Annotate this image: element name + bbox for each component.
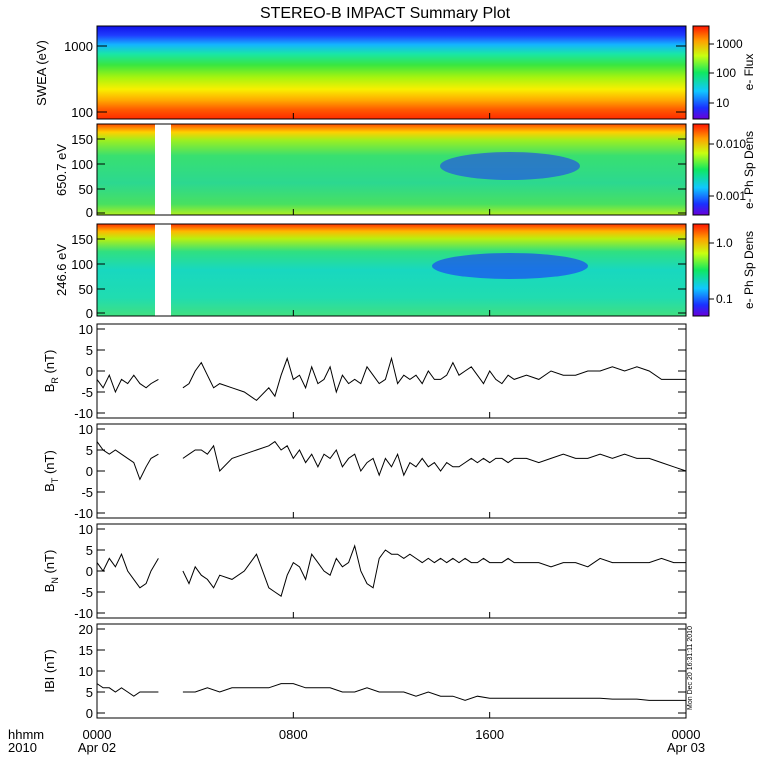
pad-650-gap	[155, 124, 171, 215]
pad-246-dropout	[432, 253, 588, 279]
swea-cb-tick: 10	[716, 96, 730, 110]
plot-title: STEREO-B IMPACT Summary Plot	[260, 5, 511, 22]
pad-650-cb-tick: 0.001	[716, 189, 746, 203]
panel-frame	[96, 523, 687, 619]
y-tick-label: -10	[74, 506, 93, 521]
swea-heatmap	[97, 26, 686, 119]
field-panel-0: 10 5 0 -5 -10 BR (nT)	[42, 322, 687, 421]
pad-650-frame	[96, 123, 687, 216]
field-series-line	[96, 552, 159, 589]
pad-650-ylabel: 650.7 eV	[54, 144, 69, 196]
swea-colorbar	[692, 25, 710, 120]
pad-246-ytick: 50	[79, 282, 93, 297]
pad-650-y-ticks	[97, 138, 686, 214]
field-series-line	[96, 441, 159, 481]
y-tick-label: 5	[86, 443, 93, 458]
pad-246-ylabel: 246.6 eV	[54, 244, 69, 296]
y-tick-label: 5	[86, 685, 93, 700]
y-tick-label: 20	[79, 622, 93, 637]
field-panel-2: 10 5 0 -5 -10 BN (nT)	[42, 522, 687, 621]
y-tick-label: 10	[79, 664, 93, 679]
panel-frame	[96, 623, 687, 719]
y-tick-label: -5	[81, 585, 93, 600]
y-tick-label: 10	[79, 522, 93, 537]
y-tick-label: -10	[74, 406, 93, 421]
magnetic-field-panels: 10 5 0 -5 -10 BR (nT) 10 5 0 -5 -10 BT (nT) 10 5 0 -5 -1…	[42, 322, 687, 721]
swea-cb-label: e- Flux	[742, 54, 756, 91]
field-panel-ylabel: IBI (nT)	[42, 649, 57, 692]
pad-246-colorbar-ticks	[709, 242, 714, 300]
swea-frame	[96, 25, 687, 120]
y-tick-label: -5	[81, 385, 93, 400]
x-tick-date: Apr 03	[667, 740, 705, 755]
pad-246-cb-tick: 1.0	[716, 236, 733, 250]
y-tick-label: 15	[79, 643, 93, 658]
field-panel-ylabel: BN (nT)	[42, 550, 60, 593]
xaxis-label-line2: 2010	[8, 740, 37, 755]
swea-panel: 1000 100 SWEA (eV) 1000 100 10 e- Flux	[34, 25, 756, 120]
swea-ytick-label: 1000	[64, 39, 93, 54]
xaxis-label-line1: hhmm	[8, 727, 44, 742]
pad-650-panel: 150 100 50 0 650.7 eV 0.010 0.001 e- Ph …	[54, 123, 756, 220]
pad-650-dropout	[440, 152, 580, 180]
y-tick-label: 0	[86, 464, 93, 479]
pad-246-cb-tick: 0.1	[716, 292, 733, 306]
swea-cb-tick: 100	[716, 66, 736, 80]
swea-y-ticks	[97, 45, 686, 113]
y-tick-label: 5	[86, 543, 93, 558]
y-tick-label: 5	[86, 343, 93, 358]
pad-650-cb-label: e- Ph Sp Dens	[742, 131, 756, 209]
pad-246-cb-label: e- Ph Sp Dens	[742, 231, 756, 309]
y-tick-label: 10	[79, 422, 93, 437]
swea-ytick-label: 100	[71, 105, 93, 120]
plot-timestamp: Mon Dec 20 16:31:11 2010	[687, 626, 694, 710]
x-tick-label: 0800	[279, 727, 308, 742]
pad-246-colorbar	[692, 223, 710, 317]
y-tick-label: 0	[86, 706, 93, 721]
pad-650-colorbar-ticks	[709, 143, 714, 197]
field-series-line	[96, 373, 159, 394]
pad-650-colorbar	[692, 123, 710, 216]
pad-650-cb-tick: 0.010	[716, 137, 746, 151]
pad-650-heatmap	[97, 124, 686, 215]
field-series-line	[182, 356, 686, 402]
y-tick-label: 0	[86, 364, 93, 379]
pad-650-ytick: 100	[71, 157, 93, 172]
pad-650-ytick: 0	[86, 205, 93, 220]
pad-246-y-ticks	[97, 238, 686, 314]
panel-frame	[96, 423, 687, 519]
pad-246-frame	[96, 223, 687, 317]
field-series-line	[182, 544, 686, 597]
field-panel-1: 10 5 0 -5 -10 BT (nT)	[42, 422, 687, 521]
field-panel-3: 20 15 10 5 0 IBI (nT)	[42, 622, 687, 721]
swea-ylabel: SWEA (eV)	[34, 40, 49, 106]
pad-650-ytick: 150	[71, 132, 93, 147]
y-tick-label: -5	[81, 485, 93, 500]
field-series-line	[96, 683, 159, 697]
y-tick-label: -10	[74, 606, 93, 621]
swea-colorbar-ticks	[709, 43, 714, 104]
pad-246-panel: 150 100 50 0 246.6 eV 1.0 0.1 e- Ph Sp D…	[54, 223, 756, 321]
pad-246-gap	[155, 224, 171, 316]
pad-246-ytick: 150	[71, 232, 93, 247]
y-tick-label: 0	[86, 564, 93, 579]
x-tick-label: 0000	[672, 727, 701, 742]
y-tick-label: 10	[79, 322, 93, 337]
x-tick-date: Apr 02	[78, 740, 116, 755]
field-panel-ylabel: BT (nT)	[42, 450, 60, 492]
pad-650-ytick: 50	[79, 182, 93, 197]
pad-246-ytick: 0	[86, 306, 93, 321]
field-series-line	[182, 683, 686, 701]
pad-246-heatmap	[97, 224, 686, 316]
field-panel-ylabel: BR (nT)	[42, 350, 60, 393]
pad-246-ytick: 100	[71, 257, 93, 272]
swea-cb-tick: 1000	[716, 37, 743, 51]
field-series-line	[182, 440, 687, 477]
x-tick-label: 1600	[475, 727, 504, 742]
x-tick-label: 0000	[83, 727, 112, 742]
